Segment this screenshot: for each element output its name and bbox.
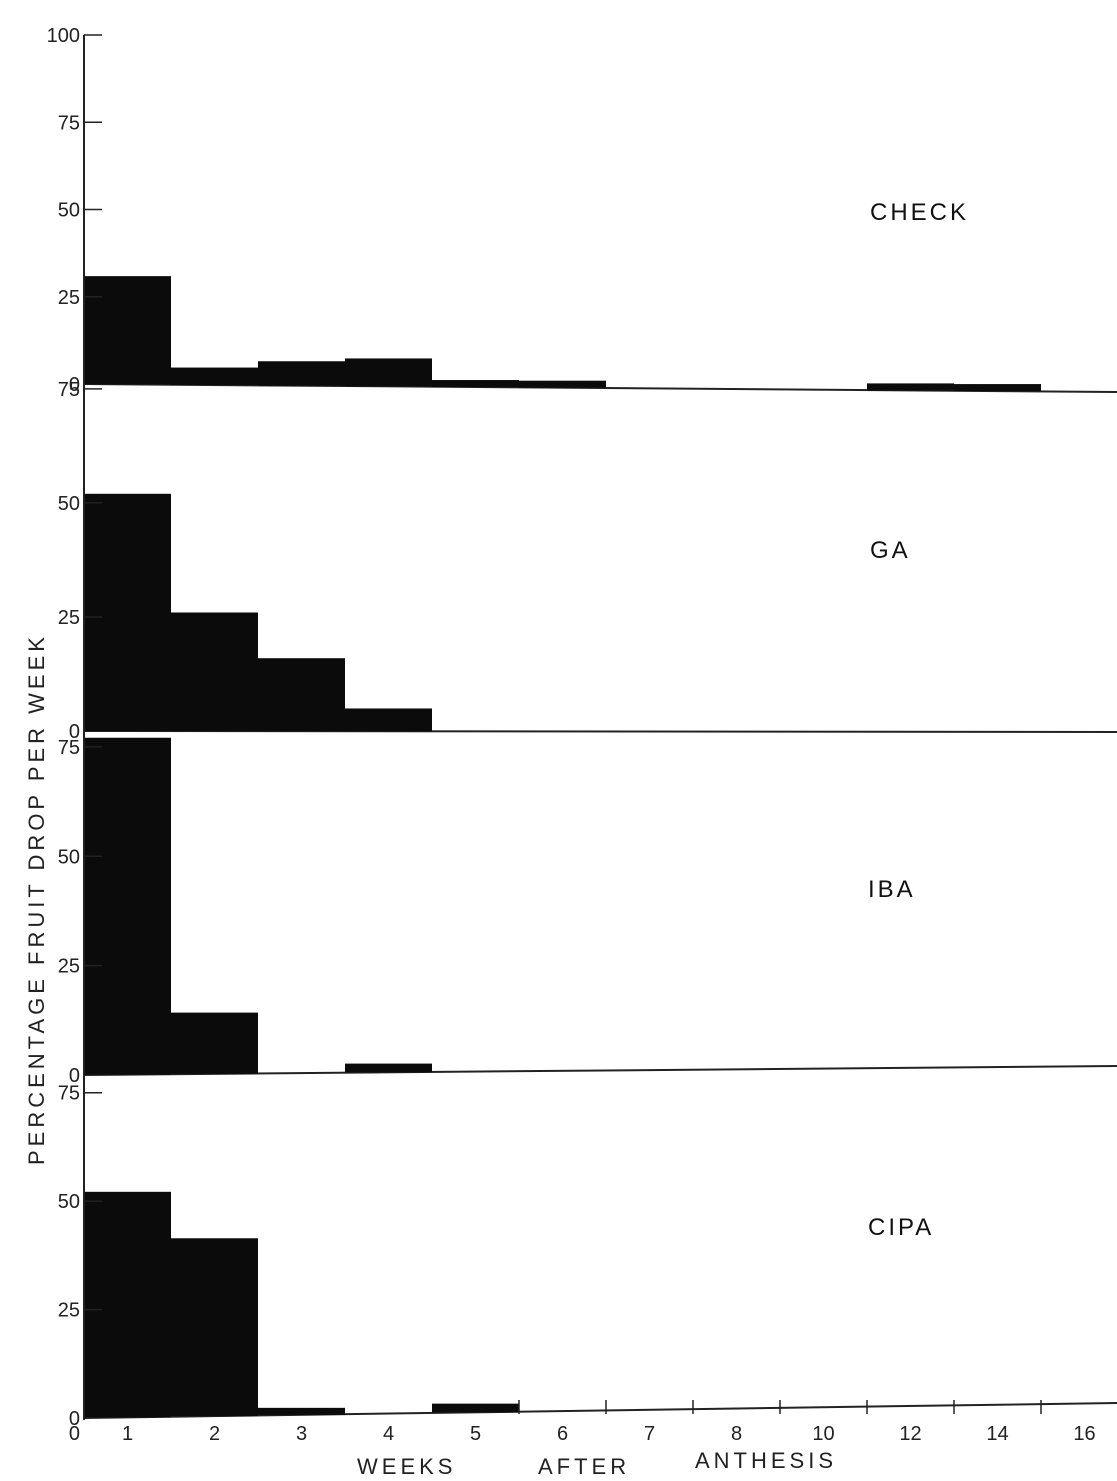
y-tick-label: 75 — [58, 112, 80, 134]
y-tick-label: 25 — [58, 287, 80, 309]
y-tick-label: 0 — [69, 1408, 80, 1430]
bar — [432, 1403, 519, 1413]
bar — [258, 658, 345, 732]
y-axis-title: PERCENTAGE FRUIT DROP PER WEEK — [24, 633, 49, 1165]
panel-label: CIPA — [868, 1214, 934, 1241]
bar — [345, 358, 432, 387]
y-tick-label: 75 — [58, 379, 80, 401]
bar — [954, 384, 1041, 392]
x-tick-label: 8 — [731, 1423, 742, 1445]
x-tick-label: 12 — [899, 1423, 921, 1445]
y-tick-label: 25 — [58, 607, 80, 629]
panel-cipa: 0 25 50 75 CIPA — [58, 1083, 1117, 1430]
panel-label: IBA — [868, 876, 916, 903]
panel-ga: 0 25 50 75 GA — [58, 379, 1117, 743]
panel-iba: 0 25 50 75 IBA — [58, 737, 1117, 1087]
bar — [84, 493, 171, 732]
bar — [867, 383, 954, 391]
x-tick-label: 1 — [122, 1423, 133, 1445]
y-tick-label: 0 — [69, 374, 80, 396]
bar — [432, 380, 519, 388]
baseline — [83, 730, 1117, 733]
panel-label: CHECK — [870, 199, 969, 226]
y-tick-label: 25 — [58, 956, 80, 978]
y-tick-label: 75 — [58, 1083, 80, 1105]
x-tick-label: 6 — [557, 1423, 568, 1445]
y-tick-label: 50 — [58, 493, 80, 515]
y-tick-label: 75 — [58, 737, 80, 759]
x-axis-title-word-3: ANTHESIS — [695, 1448, 837, 1473]
bar — [345, 708, 432, 732]
y-tick-label: 25 — [58, 1300, 80, 1322]
bar — [171, 367, 258, 386]
y-tick-label: 50 — [58, 846, 80, 868]
y-tick-label: 50 — [58, 1191, 80, 1213]
x-origin-label: 0 — [69, 1423, 80, 1445]
panel-label: GA — [870, 537, 911, 564]
x-axis-title-word-2: AFTER — [538, 1454, 630, 1479]
x-tick-label: 5 — [470, 1423, 481, 1445]
y-tick-label: 0 — [69, 721, 80, 743]
x-tick-label: 2 — [209, 1423, 220, 1445]
bar — [345, 1063, 432, 1073]
x-tick-label: 16 — [1073, 1423, 1095, 1445]
x-tick-label: 10 — [812, 1423, 834, 1445]
y-tick-label: 100 — [47, 25, 80, 47]
x-axis-title-word-1: WEEKS — [357, 1454, 456, 1479]
y-tick-label: 50 — [58, 200, 80, 222]
x-tick-label: 14 — [986, 1423, 1008, 1445]
bar — [84, 1191, 171, 1418]
x-tick-label: 4 — [383, 1423, 394, 1445]
baseline — [83, 383, 1117, 393]
bar — [84, 737, 171, 1075]
bar — [258, 1407, 345, 1415]
panel-check: 0 25 50 75 100 CHECK — [47, 25, 1117, 396]
x-tick-label: 3 — [296, 1423, 307, 1445]
y-tick-label: 0 — [69, 1065, 80, 1087]
x-tick-label: 7 — [644, 1423, 655, 1445]
bar — [171, 1012, 258, 1074]
bar — [84, 276, 171, 385]
bar — [171, 612, 258, 732]
bar — [171, 1238, 258, 1417]
bar — [519, 380, 606, 388]
bar — [258, 361, 345, 386]
